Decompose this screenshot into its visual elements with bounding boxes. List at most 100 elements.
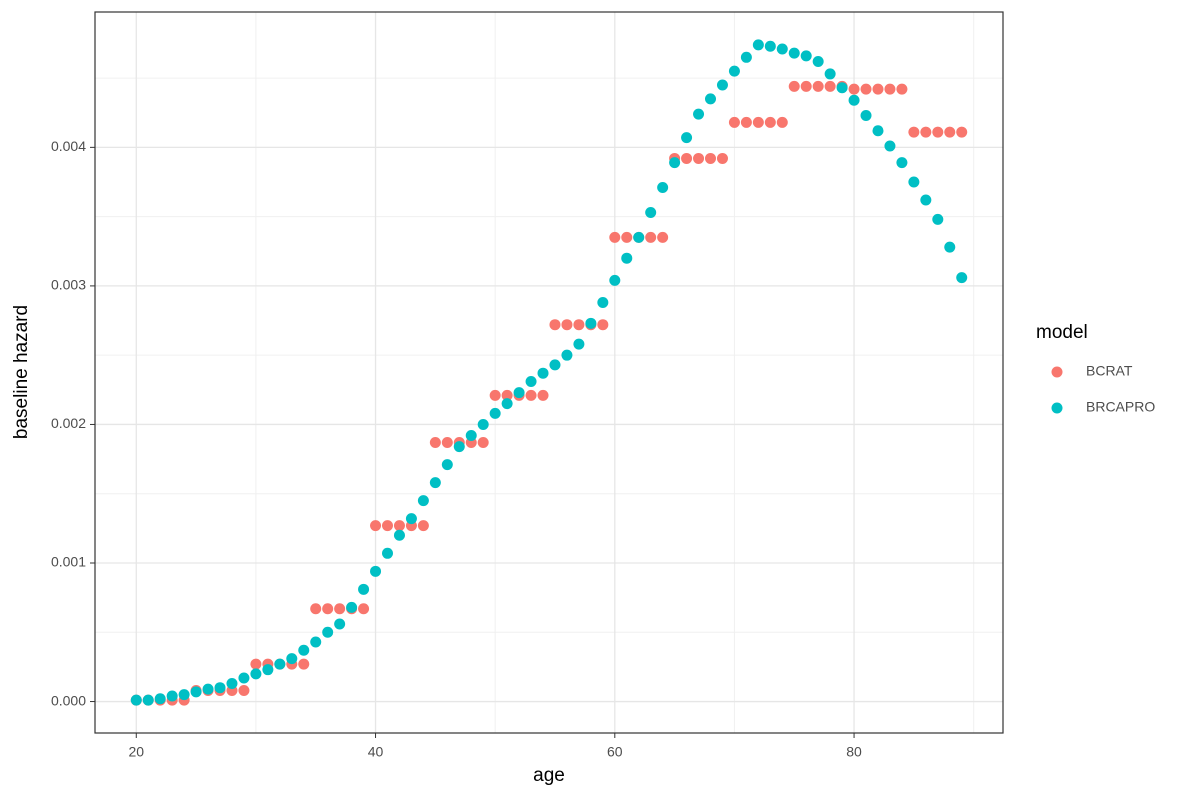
point xyxy=(585,317,597,329)
point xyxy=(860,83,872,95)
point xyxy=(764,40,776,52)
point xyxy=(298,644,310,656)
point xyxy=(501,398,513,410)
legend-label: BRCAPRO xyxy=(1086,399,1155,415)
point xyxy=(393,529,405,541)
point xyxy=(489,407,501,419)
point xyxy=(728,116,740,128)
point xyxy=(597,297,609,309)
point xyxy=(381,520,393,532)
point xyxy=(405,513,417,525)
point xyxy=(884,83,896,95)
point xyxy=(190,686,202,698)
point xyxy=(238,684,250,696)
point xyxy=(453,441,465,453)
point xyxy=(513,387,525,399)
point xyxy=(166,690,178,702)
point xyxy=(621,252,633,264)
point xyxy=(884,140,896,152)
point xyxy=(776,116,788,128)
point xyxy=(860,109,872,121)
point xyxy=(525,376,537,388)
point xyxy=(250,668,262,680)
point xyxy=(693,152,705,164)
point xyxy=(728,65,740,77)
point xyxy=(740,116,752,128)
point xyxy=(824,68,836,80)
point xyxy=(693,108,705,120)
point xyxy=(381,547,393,559)
point xyxy=(561,349,573,361)
point xyxy=(322,626,334,638)
point xyxy=(920,194,932,206)
point xyxy=(178,689,190,701)
point xyxy=(489,389,501,401)
point xyxy=(752,116,764,128)
x-tick-label: 80 xyxy=(846,744,862,760)
point xyxy=(142,694,154,706)
point xyxy=(681,152,693,164)
point xyxy=(896,157,908,169)
point xyxy=(848,94,860,106)
point xyxy=(908,126,920,138)
point xyxy=(932,126,944,138)
legend-key xyxy=(1051,402,1063,414)
y-tick-label: 0.000 xyxy=(51,692,86,708)
y-tick-label: 0.003 xyxy=(51,277,86,293)
point xyxy=(561,319,573,331)
point xyxy=(705,93,717,105)
point xyxy=(872,125,884,137)
point xyxy=(872,83,884,95)
point xyxy=(752,39,764,51)
point xyxy=(358,603,370,615)
point xyxy=(645,206,657,218)
point xyxy=(573,338,585,350)
x-tick-label: 40 xyxy=(368,744,384,760)
point xyxy=(214,682,226,694)
point xyxy=(370,520,382,532)
point xyxy=(346,601,358,613)
point xyxy=(393,520,405,532)
point xyxy=(705,152,717,164)
legend-label: BCRAT xyxy=(1086,363,1133,379)
point xyxy=(824,80,836,92)
point xyxy=(669,157,681,169)
point xyxy=(836,82,848,94)
y-tick-label: 0.001 xyxy=(51,554,86,570)
legend-key xyxy=(1051,366,1063,378)
point xyxy=(896,83,908,95)
point xyxy=(537,367,549,379)
panel-border xyxy=(94,11,1004,734)
point xyxy=(920,126,932,138)
point xyxy=(657,182,669,194)
point xyxy=(226,678,238,690)
point xyxy=(956,272,968,284)
point xyxy=(274,658,286,670)
point xyxy=(716,152,728,164)
x-tick-label: 20 xyxy=(128,744,144,760)
point xyxy=(609,231,621,243)
point xyxy=(238,672,250,684)
point xyxy=(932,213,944,225)
point xyxy=(549,359,561,371)
point xyxy=(788,80,800,92)
point xyxy=(621,231,633,243)
y-axis-title: baseline hazard xyxy=(11,305,32,439)
point xyxy=(764,116,776,128)
point xyxy=(944,126,956,138)
point xyxy=(477,436,489,448)
point xyxy=(956,126,968,138)
point xyxy=(370,565,382,577)
point xyxy=(334,603,346,615)
point xyxy=(681,132,693,144)
point xyxy=(310,603,322,615)
legend-title: model xyxy=(1036,322,1088,343)
point xyxy=(358,583,370,595)
point xyxy=(573,319,585,331)
point xyxy=(716,79,728,91)
point xyxy=(633,231,645,243)
point xyxy=(788,47,800,59)
point xyxy=(740,51,752,63)
point xyxy=(609,274,621,286)
